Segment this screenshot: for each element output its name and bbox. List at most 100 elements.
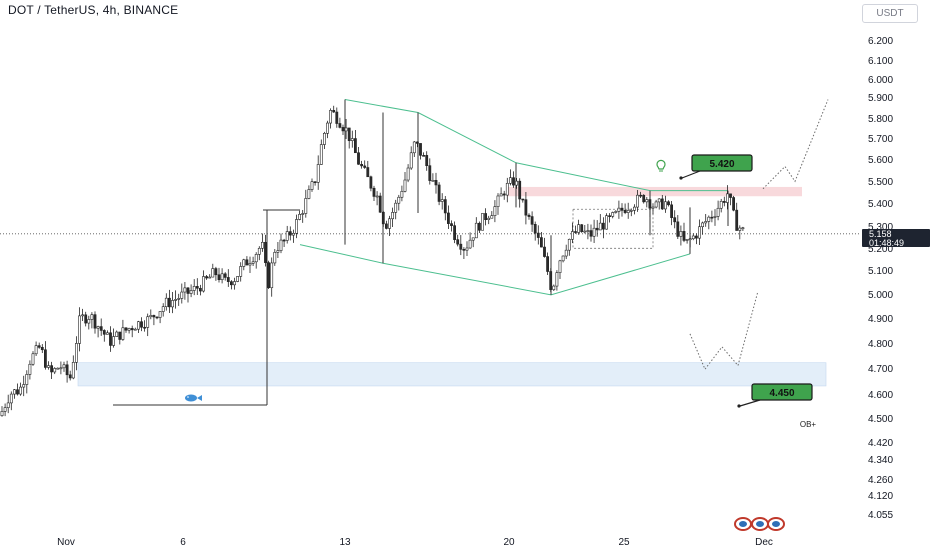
candle-body xyxy=(360,164,364,167)
candle-body xyxy=(443,199,447,214)
candle xyxy=(251,256,255,266)
candle-body xyxy=(496,195,500,207)
candle-body xyxy=(3,407,7,412)
candle-body xyxy=(676,221,680,237)
candle-body xyxy=(75,343,78,363)
candle xyxy=(732,195,736,212)
candle xyxy=(465,241,469,257)
candle-body xyxy=(663,201,667,210)
candle xyxy=(56,367,60,370)
candle xyxy=(180,283,184,304)
candle-body xyxy=(539,237,543,248)
candle-body xyxy=(260,241,264,249)
price-tick-label: 6.200 xyxy=(868,36,893,47)
pattern-lines-layer xyxy=(0,99,860,406)
candle-body xyxy=(137,321,140,330)
candle-body xyxy=(43,349,47,368)
candle xyxy=(96,325,100,338)
candle-body xyxy=(691,235,695,240)
candle xyxy=(65,360,69,383)
candle xyxy=(363,160,367,169)
candle-body xyxy=(285,231,289,241)
candle xyxy=(202,270,205,293)
candle xyxy=(580,224,584,233)
candle xyxy=(729,193,732,206)
candle xyxy=(248,256,252,273)
candle xyxy=(22,375,26,397)
candle xyxy=(211,263,215,278)
price-tick-label: 5.700 xyxy=(868,134,893,145)
candle xyxy=(71,355,75,380)
candle xyxy=(639,191,643,198)
candle-body xyxy=(34,345,38,355)
candle-body xyxy=(512,177,515,186)
currency-button[interactable]: USDT xyxy=(862,4,918,23)
candle xyxy=(605,213,608,230)
candle xyxy=(81,308,85,322)
candle xyxy=(660,195,664,211)
candle-body xyxy=(481,213,484,231)
candle-body xyxy=(713,216,717,218)
candle xyxy=(496,193,500,215)
candle-body xyxy=(369,176,373,189)
candle xyxy=(682,222,686,243)
candle-body xyxy=(81,314,85,317)
candle xyxy=(391,207,395,228)
candle xyxy=(143,320,147,332)
candle-body xyxy=(140,321,143,328)
candle xyxy=(632,204,636,215)
candle-body xyxy=(214,268,218,276)
price-tick-label: 4.260 xyxy=(868,475,893,486)
candle-body xyxy=(357,152,360,165)
candle-body xyxy=(298,213,302,220)
candle xyxy=(462,247,466,259)
price-axis[interactable]: 6.200 6.100 6.000 5.900 5.800 5.700 5.600 5.500… xyxy=(862,36,930,521)
candle xyxy=(264,234,267,267)
candle xyxy=(691,233,695,241)
candle xyxy=(68,370,72,381)
candle-body xyxy=(394,202,398,213)
candle xyxy=(595,220,599,237)
candle xyxy=(137,320,140,333)
price-tick-label: 5.100 xyxy=(868,266,893,277)
candle xyxy=(657,198,661,210)
candle-body xyxy=(428,165,432,181)
price-tick-label: 5.800 xyxy=(868,114,893,125)
candle xyxy=(707,215,711,230)
candle xyxy=(242,258,246,271)
candle xyxy=(332,105,336,113)
candle-body xyxy=(667,201,670,206)
candle-body xyxy=(16,389,19,395)
candle-body xyxy=(570,231,574,240)
candle xyxy=(555,270,559,291)
candle-body xyxy=(654,201,658,208)
candle xyxy=(651,203,655,215)
candle-body xyxy=(549,271,553,290)
candle-body xyxy=(536,232,540,238)
candle-body xyxy=(595,227,599,231)
candle xyxy=(645,197,649,208)
candle xyxy=(431,173,435,182)
candle xyxy=(694,233,698,245)
candle xyxy=(133,327,137,331)
candle xyxy=(279,233,283,254)
logo-core-0 xyxy=(739,521,747,527)
candle-body xyxy=(257,247,261,255)
candle xyxy=(205,274,209,280)
candle-body xyxy=(40,347,44,351)
candle xyxy=(415,141,419,148)
time-axis[interactable]: Nov 6 13 20 25 Dec xyxy=(57,537,773,548)
candle-body xyxy=(493,206,497,216)
candle-body xyxy=(301,213,305,215)
candle xyxy=(307,185,311,200)
candle xyxy=(701,221,705,235)
candle-body xyxy=(304,198,308,214)
candle-body xyxy=(230,281,233,286)
candle xyxy=(304,189,308,218)
candle xyxy=(543,237,546,258)
candle xyxy=(124,327,128,333)
candle-body xyxy=(130,328,134,331)
time-tick-label: 20 xyxy=(503,537,515,548)
